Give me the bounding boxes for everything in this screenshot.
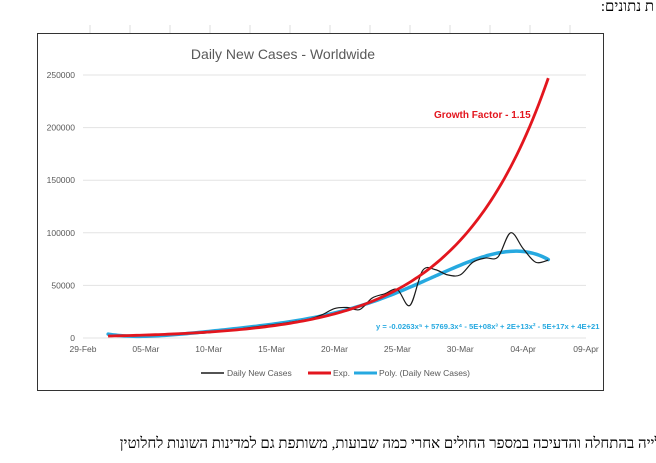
chart-container[interactable]: Daily New Cases - Worldwide 0 50000 100000…	[37, 33, 604, 391]
daily-new-cases-line	[108, 232, 549, 337]
x-tick-label: 30-Mar	[447, 344, 474, 354]
y-tick-label: 100000	[47, 228, 76, 238]
chart-legend: Daily New Cases Exp. Poly. (Daily New Ca…	[201, 368, 470, 378]
poly-equation-annotation: y = -0.0263x⁵ + 5769.3x⁴ - 5E+08x³ + 2E+…	[376, 322, 600, 331]
x-tick-label: 09-Apr	[573, 344, 599, 354]
legend-label-poly: Poly. (Daily New Cases)	[379, 368, 470, 378]
chart-title: Daily New Cases - Worldwide	[191, 46, 375, 62]
line-chart: Daily New Cases - Worldwide 0 50000 100000…	[47, 46, 601, 378]
y-tick-label: 50000	[51, 280, 75, 290]
x-tick-label: 29-Feb	[70, 344, 97, 354]
x-tick-label: 15-Mar	[258, 344, 285, 354]
y-tick-label: 150000	[47, 175, 76, 185]
paragraph-bottom: עלייה בהתחלה והדעיכה במספר החולים אחרי כ…	[119, 436, 656, 452]
y-tick-label: 0	[70, 333, 75, 343]
x-tick-label: 10-Mar	[195, 344, 222, 354]
x-tick-label: 25-Mar	[384, 344, 411, 354]
exp-trendline	[108, 77, 550, 338]
x-tick-label: 04-Apr	[510, 344, 536, 354]
x-tick-label: 05-Mar	[132, 344, 159, 354]
y-tick-label: 250000	[47, 70, 76, 80]
paragraph-top: ת נתונים:	[600, 0, 654, 15]
legend-label-daily: Daily New Cases	[227, 368, 292, 378]
legend-label-exp: Exp.	[333, 368, 350, 378]
x-tick-label: 20-Mar	[321, 344, 348, 354]
growth-factor-annotation: Growth Factor - 1.15	[434, 110, 531, 121]
y-tick-label: 200000	[47, 123, 76, 133]
